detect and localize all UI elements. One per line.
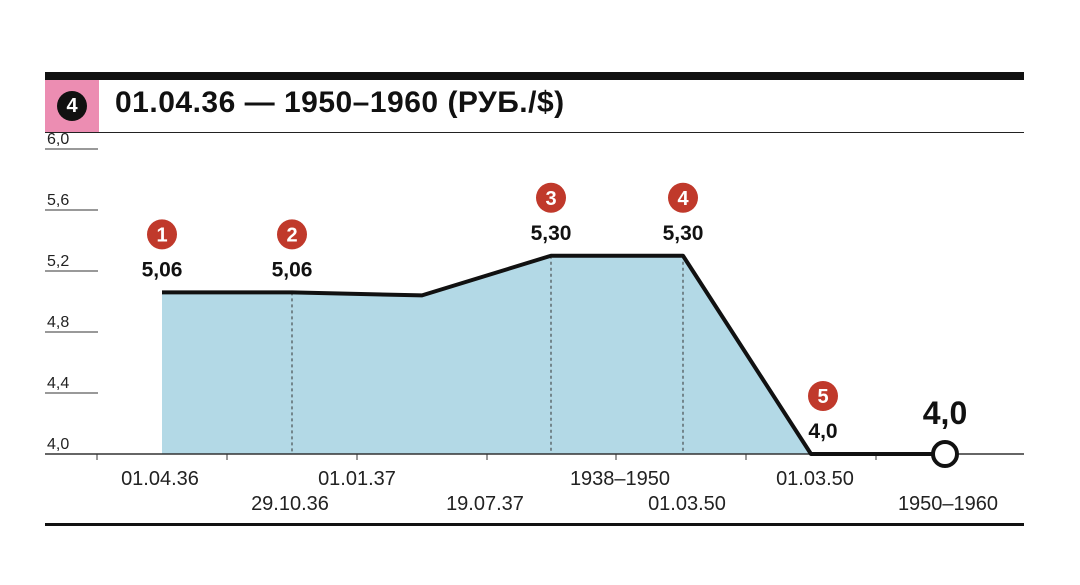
chart-number-badge: 4 — [57, 91, 87, 121]
data-label: 5,06 — [272, 258, 313, 281]
y-tick-label: 6,0 — [47, 131, 69, 148]
end-value-label: 4,0 — [923, 395, 967, 431]
badge-box: 4 — [45, 80, 99, 132]
x-tick-label: 01.04.36 — [121, 468, 199, 490]
header-rule — [45, 132, 1024, 133]
x-tick-label: 01.03.50 — [648, 493, 726, 515]
y-tick-label: 4,4 — [47, 375, 69, 392]
marker-number: 3 — [545, 188, 556, 210]
chart-title: 01.04.36 — 1950–1960 (РУБ./$) — [115, 86, 565, 119]
y-tick-label: 5,2 — [47, 253, 69, 270]
data-label: 4,0 — [808, 420, 837, 443]
y-tick-label: 4,8 — [47, 314, 69, 331]
y-tick-label: 4,0 — [47, 436, 69, 453]
area-fill — [162, 255, 945, 454]
chart-header: 4 01.04.36 — 1950–1960 (РУБ./$) — [45, 80, 1024, 132]
x-tick-label: 01.01.37 — [318, 468, 396, 490]
marker-badge — [668, 182, 698, 213]
marker-badge — [147, 219, 177, 250]
data-label: 5,06 — [142, 258, 183, 281]
x-tick-label: 01.03.50 — [776, 468, 854, 490]
marker-number: 5 — [817, 386, 828, 408]
x-tick-label: 1938–1950 — [570, 468, 670, 490]
end-point-marker — [931, 440, 959, 468]
marker-badge — [808, 381, 838, 411]
y-tick-label: 5,6 — [47, 192, 69, 209]
x-tick-label: 1950–1960 — [898, 493, 998, 515]
top-rule — [45, 72, 1024, 80]
marker-number: 2 — [286, 224, 297, 246]
data-label: 5,30 — [663, 222, 704, 245]
data-label: 5,30 — [531, 222, 572, 245]
x-tick-label: 29.10.36 — [251, 493, 329, 515]
marker-number: 4 — [677, 188, 689, 210]
marker-badge — [536, 182, 566, 213]
x-tick-label: 19.07.37 — [446, 493, 524, 515]
series-line — [162, 253, 945, 456]
bottom-rule — [45, 523, 1024, 526]
marker-number: 1 — [156, 224, 167, 246]
marker-badge — [277, 219, 307, 250]
